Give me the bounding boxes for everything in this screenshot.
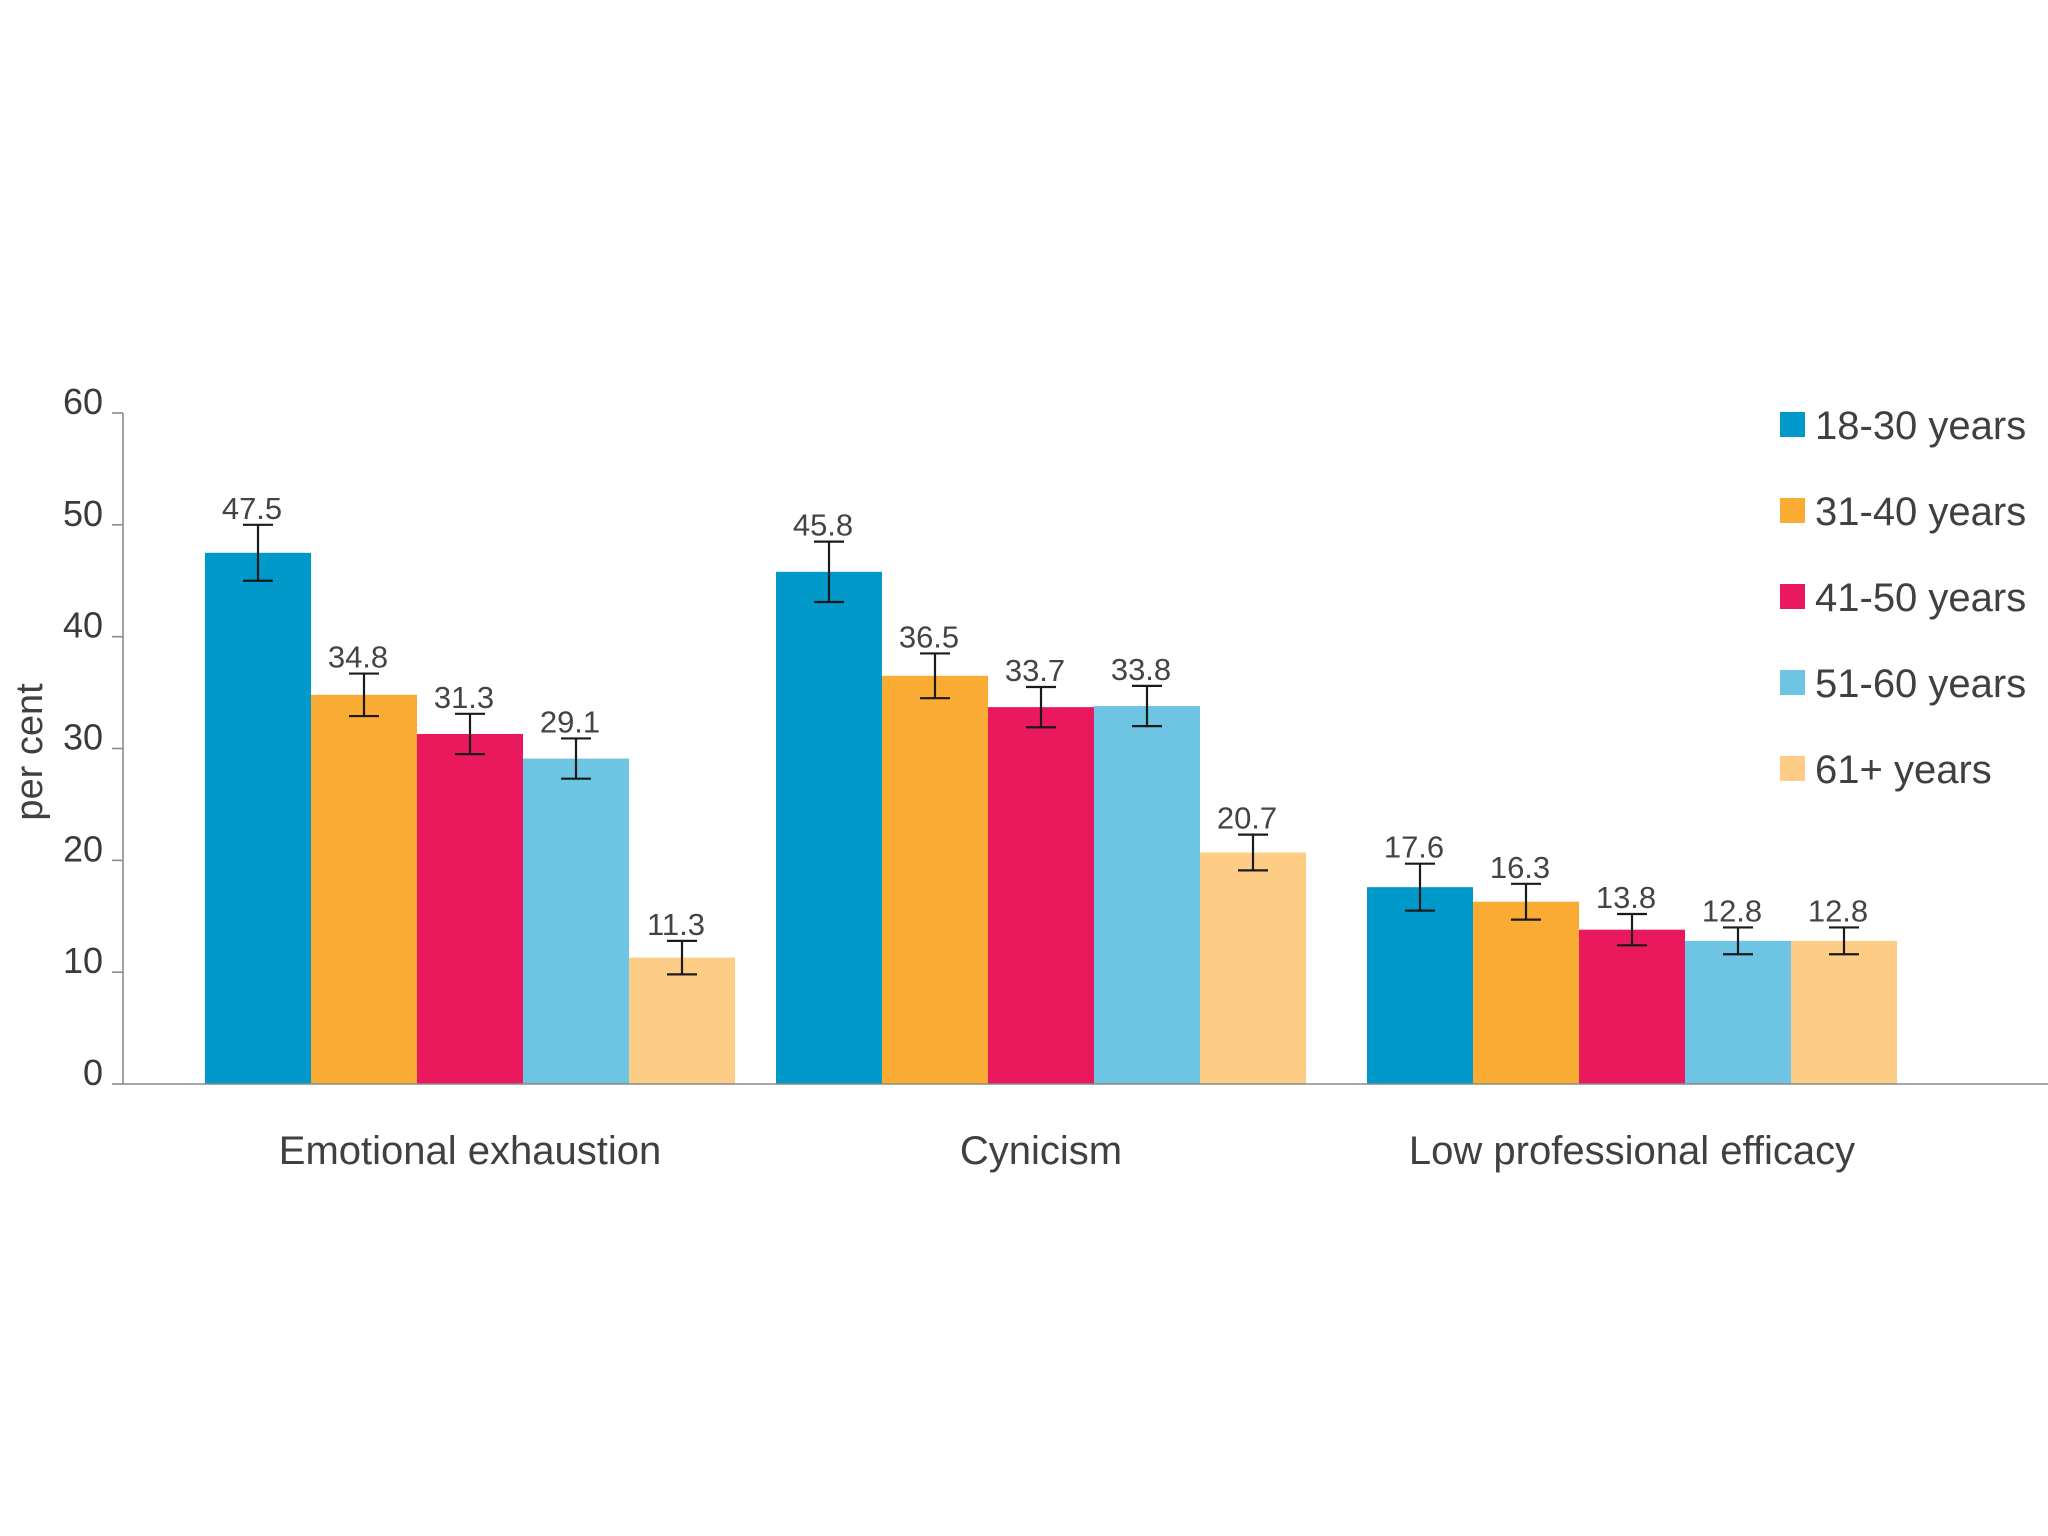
legend-item-31-40-years: 31-40 years: [1780, 490, 2026, 534]
y-tick-label-20: 20: [63, 828, 103, 869]
y-tick-label-40: 40: [63, 605, 103, 646]
error-bar-18-30-years-low-professional-efficacy: [1405, 862, 1435, 912]
error-bar-31-40-years-cynicism: [920, 652, 950, 700]
data-label-61-years-cynicism: 20.7: [1217, 801, 1277, 836]
legend-swatch-18-30-years: [1780, 412, 1805, 437]
error-bar-61-years-cynicism: [1238, 833, 1268, 872]
error-bar-41-50-years-emotional-exhaustion: [455, 712, 485, 756]
legend-label-61-years: 61+ years: [1815, 748, 1992, 792]
y-tick-label-50: 50: [63, 493, 103, 534]
bar-31-40-years-cynicism: [882, 675, 988, 1084]
data-label-18-30-years-cynicism: 45.8: [793, 508, 853, 543]
bars-layer: [205, 552, 1897, 1084]
error-bar-51-60-years-cynicism: [1132, 684, 1162, 728]
bar-41-50-years-cynicism: [988, 707, 1094, 1084]
bar-18-30-years-emotional-exhaustion: [205, 552, 311, 1084]
bar-41-50-years-emotional-exhaustion: [417, 733, 523, 1084]
bar-31-40-years-emotional-exhaustion: [311, 694, 417, 1084]
y-axis-label: per cent: [9, 683, 51, 821]
data-label-51-60-years-cynicism: 33.8: [1111, 652, 1171, 687]
legend-swatch-61-years: [1780, 756, 1805, 781]
bar-41-50-years-low-professional-efficacy: [1579, 929, 1685, 1084]
bar-51-60-years-emotional-exhaustion: [523, 758, 629, 1084]
x-category-label-low-professional-efficacy: Low professional efficacy: [1409, 1129, 1855, 1173]
legend-swatch-31-40-years: [1780, 498, 1805, 523]
bar-31-40-years-low-professional-efficacy: [1473, 901, 1579, 1084]
error-bar-18-30-years-cynicism: [814, 540, 844, 604]
axes-layer: Emotional exhaustion Cynicism Low professi…: [63, 381, 2048, 1173]
legend-label-51-60-years: 51-60 years: [1815, 662, 2026, 706]
x-category-label-emotional-exhaustion: Emotional exhaustion: [279, 1129, 661, 1173]
legend-label-18-30-years: 18-30 years: [1815, 404, 2026, 448]
data-label-31-40-years-emotional-exhaustion: 34.8: [328, 640, 388, 675]
data-label-18-30-years-low-professional-efficacy: 17.6: [1384, 830, 1444, 865]
data-label-51-60-years-low-professional-efficacy: 12.8: [1702, 893, 1762, 928]
data-label-41-50-years-cynicism: 33.7: [1005, 653, 1065, 688]
error-bars-layer: [243, 523, 1859, 976]
legend-item-61-years: 61+ years: [1780, 748, 1992, 792]
bar-51-60-years-low-professional-efficacy: [1685, 940, 1791, 1084]
legend-label-41-50-years: 41-50 years: [1815, 576, 2026, 620]
legend-swatch-41-50-years: [1780, 584, 1805, 609]
legend-label-31-40-years: 31-40 years: [1815, 490, 2026, 534]
error-bar-51-60-years-low-professional-efficacy: [1723, 926, 1753, 956]
error-bar-61-years-low-professional-efficacy: [1829, 926, 1859, 956]
bar-61-years-low-professional-efficacy: [1791, 940, 1897, 1084]
legend-item-51-60-years: 51-60 years: [1780, 662, 2026, 706]
y-tick-label-10: 10: [63, 940, 103, 981]
error-bar-31-40-years-low-professional-efficacy: [1511, 882, 1541, 921]
error-bar-18-30-years-emotional-exhaustion: [243, 523, 273, 582]
error-bar-41-50-years-low-professional-efficacy: [1617, 912, 1647, 947]
bar-51-60-years-cynicism: [1094, 706, 1200, 1084]
legend-item-18-30-years: 18-30 years: [1780, 404, 2026, 448]
data-label-61-years-low-professional-efficacy: 12.8: [1808, 893, 1868, 928]
bar-18-30-years-low-professional-efficacy: [1367, 887, 1473, 1084]
y-tick-label-30: 30: [63, 717, 103, 758]
x-category-label-cynicism: Cynicism: [960, 1129, 1122, 1173]
data-label-51-60-years-emotional-exhaustion: 29.1: [540, 704, 600, 739]
legend-item-41-50-years: 41-50 years: [1780, 576, 2026, 620]
data-label-41-50-years-emotional-exhaustion: 31.3: [434, 680, 494, 715]
error-bar-51-60-years-emotional-exhaustion: [561, 737, 591, 780]
error-bar-61-years-emotional-exhaustion: [667, 939, 697, 976]
bar-61-years-cynicism: [1200, 852, 1306, 1084]
legend-swatch-51-60-years: [1780, 670, 1805, 695]
data-label-18-30-years-emotional-exhaustion: 47.5: [222, 491, 282, 526]
data-label-61-years-emotional-exhaustion: 11.3: [647, 907, 705, 942]
y-tick-label-0: 0: [83, 1052, 103, 1093]
data-labels-layer: 47.5 34.8 31.3 29.1 11.3 45.8 36.5 33.7 33.8 20.7…: [222, 491, 1868, 942]
y-tick-label-60: 60: [63, 381, 103, 422]
error-bar-31-40-years-emotional-exhaustion: [349, 672, 379, 718]
bar-18-30-years-cynicism: [776, 571, 882, 1084]
bar-61-years-emotional-exhaustion: [629, 957, 735, 1084]
data-label-41-50-years-low-professional-efficacy: 13.8: [1596, 880, 1656, 915]
data-label-31-40-years-cynicism: 36.5: [899, 619, 959, 654]
data-label-31-40-years-low-professional-efficacy: 16.3: [1490, 850, 1550, 885]
legend: 18-30 years 31-40 years 41-50 years 51-60 y…: [1780, 404, 2026, 792]
error-bar-41-50-years-cynicism: [1026, 685, 1056, 729]
